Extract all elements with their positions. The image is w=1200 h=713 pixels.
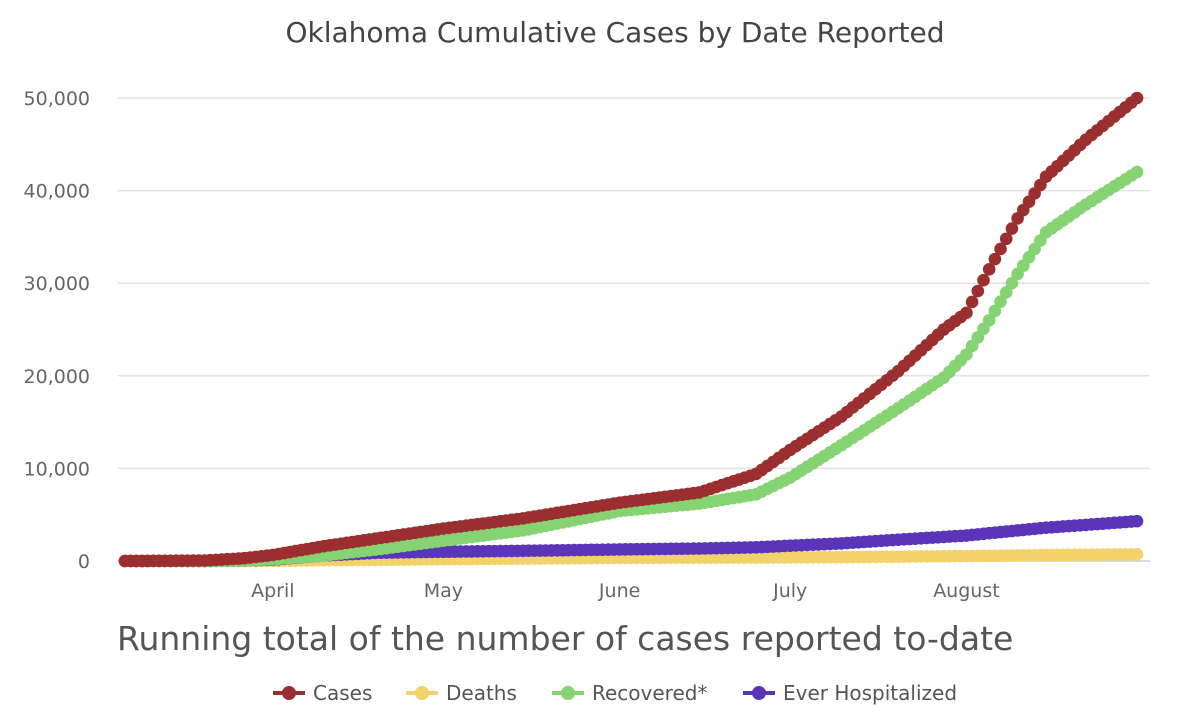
legend-item: Cases <box>273 681 372 705</box>
data-point <box>982 263 996 276</box>
legend-item: Deaths <box>406 681 517 705</box>
data-point <box>960 306 973 320</box>
data-point <box>965 295 979 309</box>
legend-item: Ever Hospitalized <box>743 681 957 705</box>
x-tick-label: April <box>251 580 294 602</box>
legend-marker <box>415 686 429 700</box>
data-point <box>988 252 1002 266</box>
x-tick-label: August <box>933 580 1000 602</box>
y-tick-label: 40,000 <box>24 181 90 203</box>
data-point <box>971 284 985 298</box>
data-point <box>1130 514 1144 528</box>
y-tick-label: 20,000 <box>24 366 90 388</box>
data-point <box>994 242 1007 256</box>
legend-marker <box>752 686 766 700</box>
x-tick-label: July <box>772 580 807 602</box>
gridlines <box>118 97 1150 562</box>
plot-area <box>118 91 1144 568</box>
legend-marker <box>561 686 575 700</box>
data-point <box>1005 276 1019 290</box>
data-point <box>1130 165 1144 179</box>
x-tick-label: May <box>424 580 463 602</box>
data-point <box>1130 91 1144 105</box>
data-point <box>999 232 1013 246</box>
y-tick-label: 0 <box>78 551 90 573</box>
legend-label: Recovered* <box>592 681 707 705</box>
legend-label: Cases <box>313 681 372 705</box>
y-tick-label: 10,000 <box>24 458 90 480</box>
legend-marker <box>282 686 296 700</box>
legend-label: Deaths <box>446 681 517 705</box>
data-point <box>1130 548 1144 561</box>
legend-label: Ever Hospitalized <box>783 681 957 705</box>
legend-item: Recovered* <box>552 681 707 705</box>
y-tick-label: 30,000 <box>24 273 90 295</box>
x-axis-ticks: April May June July August <box>251 580 1000 602</box>
data-point <box>977 273 990 287</box>
x-tick-label: June <box>598 580 640 602</box>
data-point <box>982 313 996 327</box>
data-point <box>994 295 1007 309</box>
chart-subtitle: Running total of the number of cases rep… <box>117 619 1013 658</box>
data-point <box>999 286 1013 299</box>
legend: Cases Deaths Recovered* Ever Hospitalized <box>273 681 957 705</box>
series-cases <box>118 91 1144 568</box>
data-point <box>988 304 1002 318</box>
y-axis-ticks: 0 10,000 20,000 30,000 40,000 50,000 <box>24 88 90 573</box>
data-point <box>1005 222 1019 235</box>
y-tick-label: 50,000 <box>24 88 90 110</box>
chart-title: Oklahoma Cumulative Cases by Date Report… <box>285 16 944 49</box>
